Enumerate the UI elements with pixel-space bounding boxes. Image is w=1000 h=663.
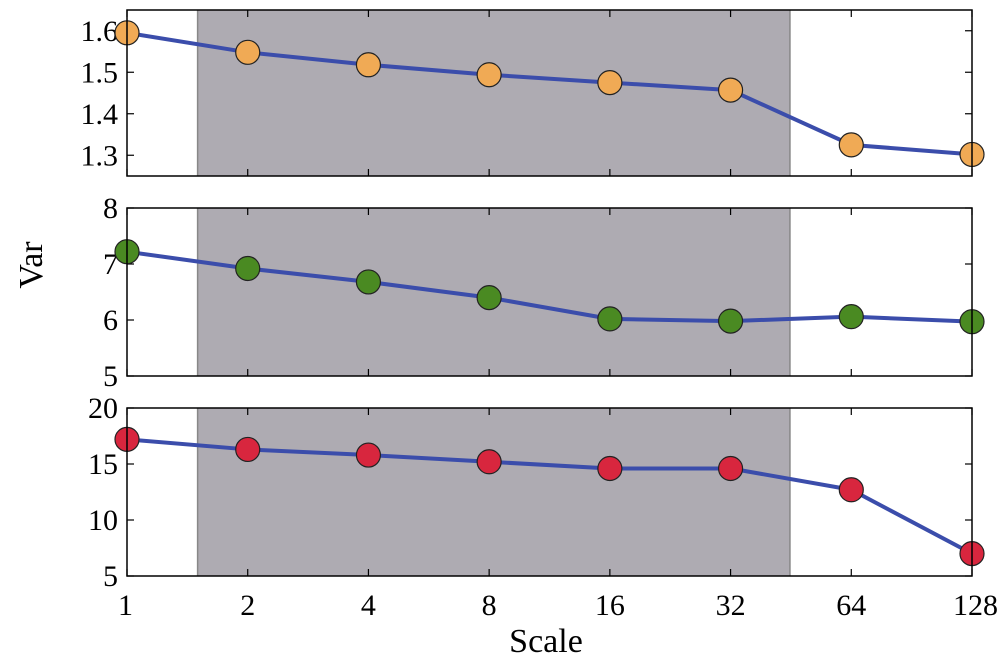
y-tick-label: 6 [103, 304, 118, 337]
data-point [355, 269, 382, 295]
series-line [126, 249, 973, 324]
x-tick-label: 16 [595, 589, 625, 622]
chart-panels: 1.3 1.4 1.5 1.6 5 6 7 8 5 10 15 20 [81, 9, 985, 593]
x-tick-label: 128 [953, 589, 998, 622]
data-point [235, 39, 261, 65]
data-point [838, 477, 864, 503]
y-tick-label: 8 [103, 192, 118, 225]
panel-2: 5 6 7 8 [103, 192, 985, 393]
data-point [717, 455, 744, 482]
x-tick-label: 1 [118, 589, 133, 622]
data-point [355, 52, 382, 78]
y-tick-label: 5 [103, 560, 118, 593]
y-tick-label: 1.5 [81, 56, 119, 89]
y-tick-label: 1.3 [81, 139, 119, 172]
x-tick-label: 32 [716, 589, 746, 622]
panel-frame [126, 9, 973, 177]
y-axis-title: Var [13, 241, 50, 289]
panel-3: 5 10 15 20 [88, 392, 985, 593]
y-tick-label: 5 [103, 360, 118, 393]
y-tick-label: 7 [103, 248, 118, 281]
data-point [235, 255, 261, 282]
data-point [476, 62, 502, 88]
data-point [476, 285, 502, 311]
highlight-region [197, 10, 790, 176]
y-tick-label: 15 [88, 448, 118, 481]
data-point [476, 449, 502, 475]
highlight-region [197, 408, 790, 576]
data-point [838, 304, 864, 330]
data-point [597, 70, 623, 96]
x-tick-label: 64 [836, 589, 866, 622]
panel-1: 1.3 1.4 1.5 1.6 [81, 9, 985, 177]
data-point [717, 77, 744, 103]
x-axis-title: Scale [509, 623, 583, 660]
series-line [126, 437, 973, 556]
x-axis-ticks: 1 2 4 8 16 32 64 128 [118, 589, 998, 622]
data-point [235, 436, 261, 463]
x-tick-label: 4 [361, 589, 376, 622]
data-point [717, 308, 744, 334]
y-tick-label: 1.4 [81, 98, 119, 131]
y-tick-label: 20 [88, 392, 118, 425]
data-point [597, 306, 623, 332]
y-tick-label: 10 [88, 504, 118, 537]
data-point [355, 442, 382, 468]
panel-frame [126, 207, 973, 377]
x-tick-label: 2 [240, 589, 255, 622]
data-point [838, 132, 864, 158]
x-tick-label: 8 [482, 589, 497, 622]
panel-frame [126, 407, 973, 577]
data-point [597, 455, 623, 482]
series-line [126, 30, 973, 157]
y-tick-label: 1.6 [81, 15, 119, 48]
